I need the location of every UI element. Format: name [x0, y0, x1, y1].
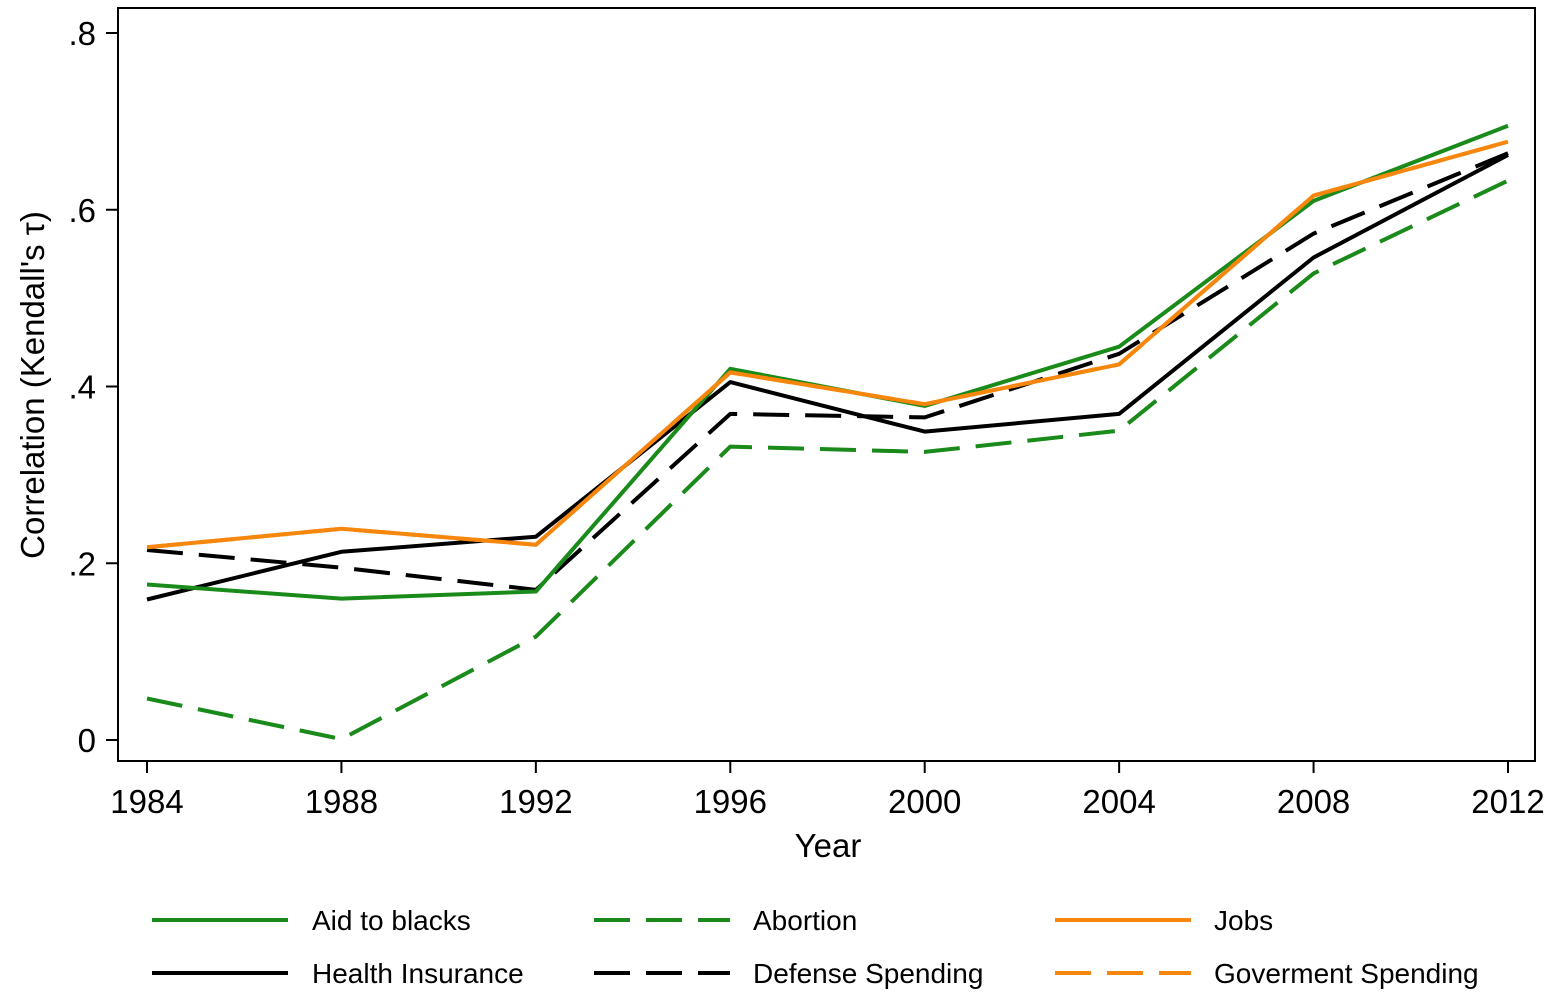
y-tick-label: .8 [68, 15, 96, 52]
series-line-3 [146, 139, 1509, 550]
legend-item: Abortion [594, 905, 857, 936]
y-tick-label: .4 [68, 369, 96, 406]
x-tick-label: 2004 [1082, 783, 1155, 820]
x-axis-title: Year [795, 827, 862, 864]
legend-item: Health Insurance [152, 958, 524, 989]
legend: Aid to blacks Abortion Jobs Health Insuranc… [152, 905, 1479, 989]
legend-item: Defense Spending [594, 958, 983, 989]
x-axis: 1984 1988 1992 1996 2000 2004 2008 2012 [110, 761, 1545, 820]
y-axis: 0 .2 .4 .6 .8 [68, 15, 118, 759]
y-axis-title: Correlation (Kendall's τ) [14, 211, 51, 559]
legend-label: Health Insurance [312, 958, 524, 989]
legend-item: Aid to blacks [152, 905, 471, 936]
x-tick-label: 2012 [1471, 783, 1544, 820]
y-tick-label: 0 [78, 722, 96, 759]
legend-item: Goverment Spending [1055, 958, 1479, 989]
x-tick-label: 2000 [888, 783, 961, 820]
legend-label: Jobs [1214, 905, 1273, 936]
legend-item: Jobs [1055, 905, 1273, 936]
legend-label: Defense Spending [753, 958, 983, 989]
y-tick-label: .6 [68, 192, 96, 229]
y-tick-label: .2 [68, 545, 96, 582]
x-tick-label: 2008 [1277, 783, 1350, 820]
legend-label: Aid to blacks [312, 905, 471, 936]
x-tick-label: 1988 [305, 783, 378, 820]
legend-label: Abortion [753, 905, 857, 936]
series-line-2 [146, 178, 1509, 742]
x-tick-label: 1992 [499, 783, 572, 820]
series-line-5 [146, 151, 1509, 592]
legend-label: Goverment Spending [1214, 958, 1479, 989]
x-tick-label: 1984 [110, 783, 183, 820]
series-layer [146, 123, 1509, 742]
x-tick-label: 1996 [694, 783, 767, 820]
series-line-4 [146, 153, 1509, 602]
plot-area [117, 7, 1536, 762]
